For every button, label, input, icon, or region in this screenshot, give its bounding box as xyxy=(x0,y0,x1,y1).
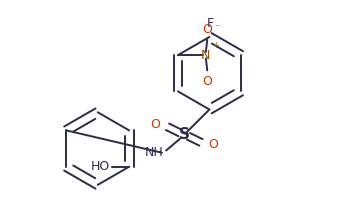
Text: S: S xyxy=(179,127,190,142)
Text: NH: NH xyxy=(144,146,163,159)
Text: +: + xyxy=(212,41,219,50)
Text: O: O xyxy=(208,138,218,151)
Text: HO: HO xyxy=(91,160,110,173)
Text: O: O xyxy=(202,23,212,35)
Text: F: F xyxy=(207,17,214,30)
Text: O: O xyxy=(151,118,161,131)
Text: ⁻: ⁻ xyxy=(214,24,219,34)
Text: N: N xyxy=(201,49,210,62)
Text: O: O xyxy=(202,75,212,88)
